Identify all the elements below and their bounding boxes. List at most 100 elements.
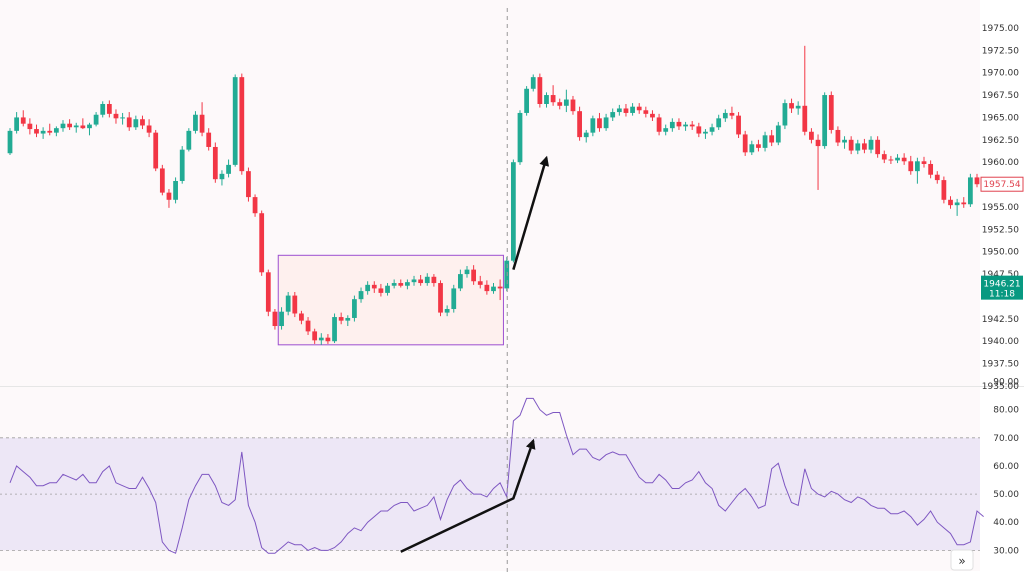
candle-body <box>47 130 53 133</box>
candle-body <box>325 337 331 342</box>
candle <box>696 122 702 138</box>
candle <box>285 292 291 316</box>
candle <box>636 103 642 114</box>
candle <box>345 315 351 327</box>
candle <box>7 128 13 156</box>
candle <box>722 109 728 122</box>
candle-body <box>669 121 675 129</box>
candle-body <box>87 124 92 129</box>
candle-body <box>775 125 781 143</box>
rsi-series-line <box>9 397 984 554</box>
scroll-button-bg[interactable] <box>950 549 974 571</box>
candle <box>537 73 543 108</box>
candle <box>616 104 622 116</box>
candle <box>815 134 821 190</box>
candle-body <box>133 119 139 128</box>
candle-body <box>921 161 927 164</box>
candle <box>451 284 457 313</box>
candle-body <box>292 295 298 314</box>
candle <box>27 118 33 135</box>
candle-body <box>722 112 728 119</box>
rsi-trend-arrow[interactable] <box>400 438 536 553</box>
candle <box>212 142 218 183</box>
candle <box>219 170 225 186</box>
candle <box>570 95 576 115</box>
scroll-to-latest-button[interactable]: » <box>950 549 974 571</box>
price-trend-arrow[interactable] <box>512 155 550 270</box>
candle-body <box>332 317 337 342</box>
trend-arrows[interactable] <box>400 155 550 553</box>
candle <box>934 171 940 184</box>
candle <box>497 279 503 301</box>
candle <box>583 129 589 143</box>
consolidation-box[interactable] <box>277 254 504 346</box>
candle <box>305 317 311 335</box>
double-chevron-right-icon[interactable]: » <box>958 554 965 568</box>
candle-body <box>318 337 324 341</box>
candle <box>762 131 768 152</box>
candle <box>782 99 788 130</box>
price-tick-label: 1972.50 <box>982 46 1019 56</box>
candle <box>93 112 99 127</box>
candle-body <box>219 173 225 180</box>
candle-body <box>802 105 808 132</box>
candle <box>133 115 139 130</box>
current-price-label: 1946.21 <box>983 280 1020 290</box>
candle-body <box>815 139 821 147</box>
candle <box>299 310 304 325</box>
candle-body <box>259 213 265 273</box>
candle <box>550 85 556 106</box>
candle-body <box>232 77 238 165</box>
candle-body <box>405 282 410 286</box>
candle-body <box>106 104 112 114</box>
candle <box>775 121 781 146</box>
candle-body <box>246 171 251 198</box>
candle <box>146 119 152 138</box>
candle <box>166 189 172 208</box>
price-tick-label: 1947.50 <box>982 270 1019 280</box>
rsi-line <box>9 397 984 554</box>
candle <box>749 140 755 156</box>
candle <box>689 121 695 130</box>
candle <box>318 333 324 345</box>
candle <box>14 112 20 134</box>
candle-body <box>517 112 523 163</box>
candle <box>736 112 741 139</box>
candle-body <box>265 272 271 312</box>
consolidation-rectangle[interactable] <box>277 254 504 346</box>
rsi-tick-label: 60.00 <box>993 462 1019 472</box>
candle-body <box>186 130 192 150</box>
candle-body <box>411 279 417 283</box>
candle <box>53 126 59 137</box>
candle-body <box>663 128 669 132</box>
candle-body <box>769 135 775 143</box>
candle-body <box>855 143 861 151</box>
candle <box>610 108 616 122</box>
candle <box>438 280 443 317</box>
candle <box>974 173 980 188</box>
candle-body <box>603 117 609 129</box>
candle-body <box>928 163 934 175</box>
candle <box>457 269 463 292</box>
candle-body <box>683 124 688 127</box>
candle-body <box>199 114 205 133</box>
candle <box>246 167 251 202</box>
candle-body <box>206 132 212 147</box>
candle-body <box>756 144 761 148</box>
candle <box>656 113 662 136</box>
candle <box>928 160 934 179</box>
candle <box>868 136 874 154</box>
candle-body <box>418 279 424 284</box>
candle <box>259 210 265 276</box>
candle-body <box>782 103 788 126</box>
candle <box>405 279 410 290</box>
price-tick-label: 1937.50 <box>982 360 1019 370</box>
candle <box>73 122 79 133</box>
candle <box>802 45 808 136</box>
candle-body <box>795 105 801 109</box>
candle-body <box>67 123 72 128</box>
candle <box>477 275 483 289</box>
candle-body <box>650 113 655 118</box>
candle-body <box>14 117 20 131</box>
candle <box>577 106 582 141</box>
